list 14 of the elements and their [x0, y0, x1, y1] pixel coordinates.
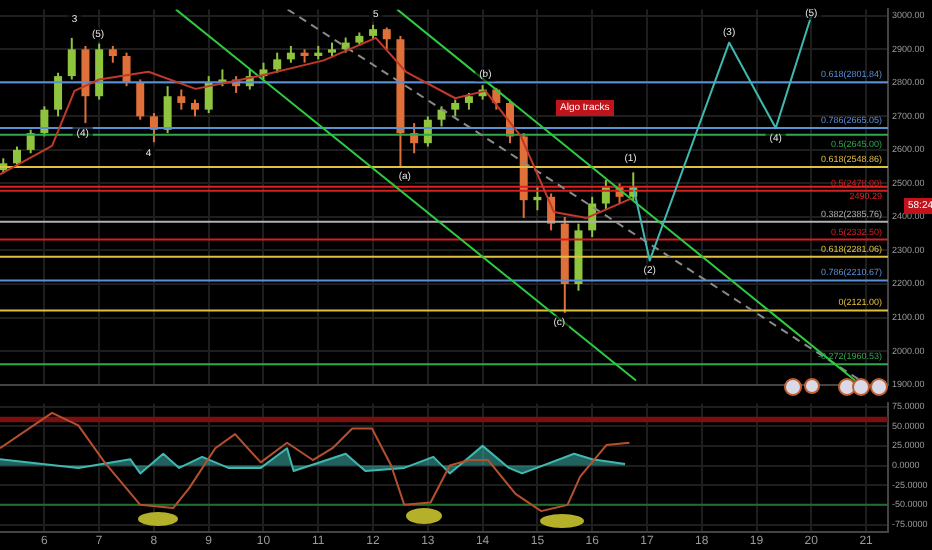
candlestick	[149, 112, 158, 144]
candlestick	[54, 71, 63, 118]
candlestick	[273, 51, 282, 74]
candlestick	[204, 75, 213, 115]
candlestick	[177, 88, 186, 111]
candlestick	[12, 145, 21, 168]
candlestick	[95, 42, 104, 101]
candlestick	[136, 78, 145, 121]
candlestick	[67, 36, 76, 81]
candlestick	[26, 128, 35, 155]
candlestick	[382, 26, 391, 51]
candlestick	[163, 85, 172, 135]
candlestick	[437, 105, 446, 128]
candlestick	[81, 44, 90, 125]
